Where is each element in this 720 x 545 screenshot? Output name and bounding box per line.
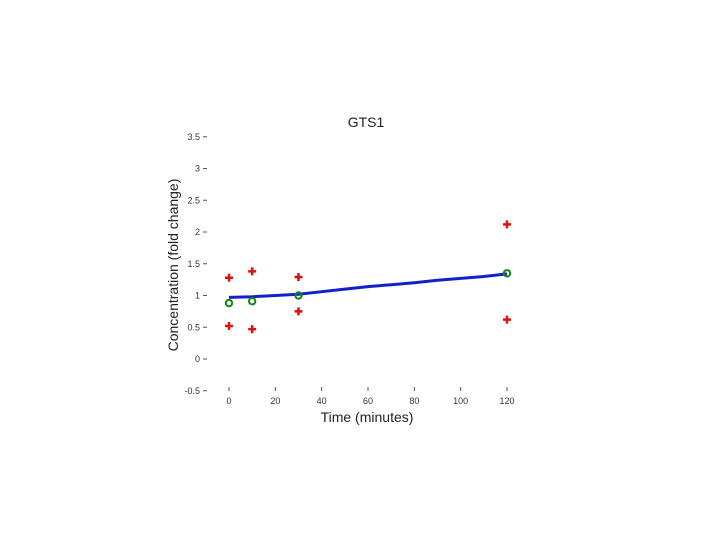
replicate-point (248, 325, 257, 334)
x-tick-label: 120 (499, 396, 514, 406)
plot-area (224, 220, 512, 334)
y-axis-ticks: -0.5 0 0.5 1 1.5 2 2.5 3 3.5 (184, 132, 207, 396)
replicate-point (225, 321, 233, 330)
chart-title: GTS1 (348, 114, 385, 130)
x-tick-label: 80 (409, 396, 419, 406)
y-tick-label: 2.5 (187, 195, 200, 205)
y-tick-label: 1.5 (187, 259, 200, 269)
x-tick-label: 40 (317, 396, 327, 406)
y-tick-label: 1 (195, 291, 200, 301)
y-tick-label: 2 (195, 227, 200, 237)
mean-point (294, 291, 303, 300)
replicate-point (294, 273, 303, 282)
x-tick-label: 20 (270, 396, 280, 406)
mean-point (247, 297, 257, 306)
replicate-point (503, 315, 511, 324)
y-tick-label: 3.5 (187, 132, 200, 142)
fit-line (228, 272, 508, 299)
y-tick-label: 0.5 (187, 322, 200, 332)
y-axis-label: Concentration (fold change) (165, 179, 181, 352)
mean-point (502, 269, 512, 278)
x-axis-ticks: 0 20 40 60 80 100 120 (226, 387, 515, 406)
mean-point (224, 298, 234, 308)
y-tick-label: 0 (195, 354, 200, 364)
replicate-point (225, 273, 233, 282)
replicate-point (294, 307, 303, 316)
y-tick-label: 3 (195, 164, 200, 174)
replicate-point (248, 267, 257, 276)
x-tick-label: 0 (226, 396, 231, 406)
y-tick-label: -0.5 (184, 386, 200, 396)
replicate-point (503, 220, 511, 229)
x-tick-label: 60 (363, 396, 373, 406)
x-axis-label: Time (minutes) (321, 409, 414, 425)
x-tick-label: 100 (453, 396, 468, 406)
